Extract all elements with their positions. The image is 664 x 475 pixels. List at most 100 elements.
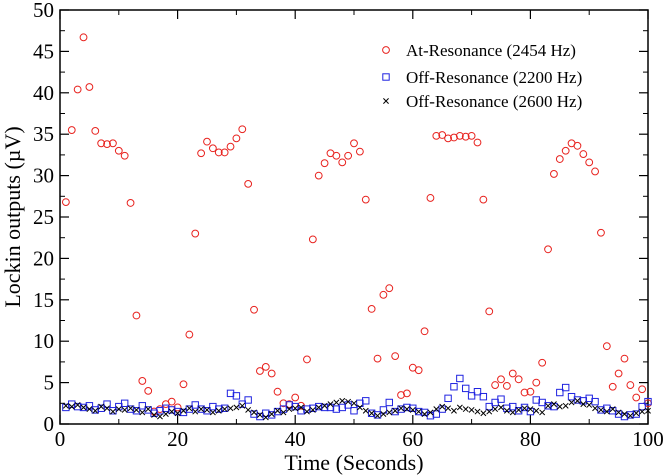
circle-point	[97, 139, 106, 148]
x-point	[603, 408, 610, 415]
square-point	[350, 407, 358, 415]
circle-point	[526, 387, 535, 396]
circle-point	[73, 85, 82, 94]
x-point	[462, 406, 469, 413]
circle-point	[126, 199, 135, 207]
square-point	[644, 397, 652, 406]
x-point	[550, 401, 557, 408]
x-point	[386, 409, 393, 416]
x-tick-label: 20	[167, 427, 188, 451]
circle-point	[179, 380, 188, 389]
square-point	[285, 401, 294, 409]
x-point	[298, 404, 305, 411]
square-point	[450, 383, 458, 391]
square-point	[356, 399, 364, 408]
square-point	[550, 402, 558, 411]
x-point	[615, 409, 622, 416]
square-point	[509, 402, 517, 411]
x-point	[192, 408, 199, 415]
x-point	[527, 406, 534, 413]
x-point	[503, 407, 510, 414]
circle-point	[614, 369, 623, 378]
x-point	[556, 403, 563, 410]
x-point	[251, 409, 257, 416]
x-point	[256, 411, 263, 418]
circle-point	[479, 195, 488, 204]
x-point	[227, 405, 234, 412]
y-tick-label: 5	[44, 371, 55, 395]
x-point	[480, 410, 487, 417]
circle-point	[261, 362, 270, 371]
x-point	[509, 409, 516, 416]
circle-point	[238, 125, 247, 134]
square-point	[614, 410, 623, 418]
circle-point	[203, 137, 211, 146]
x-point	[368, 410, 375, 417]
x-point	[456, 404, 463, 411]
x-point	[309, 406, 316, 413]
x-point	[639, 408, 646, 415]
circle-point	[214, 148, 223, 157]
y-axis-title: Lockin outputs (µV)	[0, 126, 25, 307]
circle-point	[597, 228, 605, 237]
x-point	[574, 397, 581, 404]
square-point	[561, 383, 570, 392]
x-point	[327, 401, 334, 408]
circle-point	[444, 134, 452, 143]
x-point	[351, 400, 357, 407]
x-point	[151, 411, 158, 418]
circle-point	[497, 375, 505, 384]
square-point	[620, 412, 629, 421]
circle-point	[544, 245, 552, 254]
x-point	[62, 402, 69, 409]
x-point	[74, 402, 81, 408]
x-point	[109, 408, 116, 415]
x-tick-label: 0	[55, 427, 66, 451]
square-point	[385, 398, 393, 407]
circle-point	[550, 170, 558, 178]
data-points	[61, 33, 652, 421]
square-point	[320, 403, 329, 412]
x-point	[339, 397, 346, 404]
x-point	[415, 408, 422, 415]
circle-point	[185, 330, 194, 339]
square-point	[156, 407, 164, 415]
circle-point	[373, 354, 382, 363]
circle-point	[508, 369, 517, 378]
circle-point	[361, 195, 370, 204]
circle-point	[109, 139, 117, 148]
x-point	[215, 407, 222, 414]
x-point	[592, 405, 599, 412]
square-point	[373, 411, 382, 419]
y-tick-label: 45	[33, 39, 54, 63]
circle-point	[432, 131, 441, 140]
circle-point	[344, 151, 353, 160]
legend-label: Off-Resonance (2200 Hz)	[406, 68, 582, 87]
square-point	[532, 396, 540, 404]
circle-point	[250, 305, 258, 314]
circle-point	[350, 139, 358, 148]
x-point	[239, 402, 246, 409]
x-point	[521, 405, 528, 412]
x-tick-label: 100	[632, 427, 664, 451]
x-point	[486, 408, 493, 415]
series-circle	[61, 33, 652, 416]
square-point	[597, 406, 605, 414]
circle-point	[144, 386, 153, 395]
square-point	[73, 402, 82, 411]
x-point	[204, 406, 210, 413]
circle-point	[85, 83, 94, 91]
circle-point	[355, 147, 364, 156]
circle-point	[191, 229, 200, 238]
x-point	[392, 407, 399, 414]
x-point	[627, 412, 634, 419]
y-tick-label: 0	[44, 412, 55, 436]
circle-point	[450, 133, 458, 142]
circle-point	[514, 375, 523, 384]
circle-point	[561, 146, 570, 155]
x-point	[245, 406, 252, 413]
x-point	[421, 411, 428, 418]
x-point	[80, 404, 87, 411]
axis-tick-labels: 0 20 40 60 80 100 0 5 10 15 20 25 30 35 40 45 50	[33, 0, 664, 451]
